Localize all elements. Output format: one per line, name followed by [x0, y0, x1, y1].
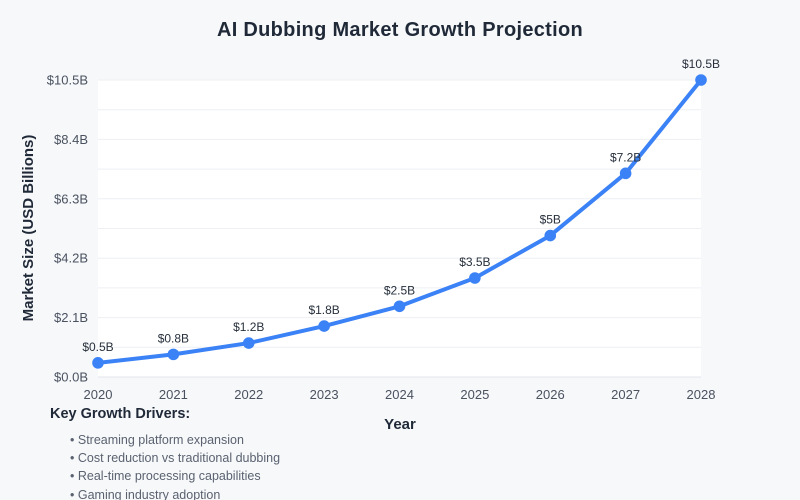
data-point: [318, 320, 330, 332]
x-tick-label: 2026: [536, 387, 565, 402]
data-point: [469, 272, 481, 284]
y-axis-title: Market Size (USD Billions): [20, 135, 37, 322]
y-tick-label: $6.3B: [54, 191, 88, 206]
data-point-label: $10.5B: [682, 57, 720, 71]
x-tick-label: 2023: [310, 387, 339, 402]
x-tick-label: 2027: [611, 387, 640, 402]
data-point: [619, 167, 632, 180]
x-axis-tick-labels: 2020 2021 2022 2023 2024 2025 2026 2027 2028: [84, 387, 716, 402]
y-tick-label: $2.1B: [54, 310, 88, 325]
data-point-label: $1.8B: [308, 303, 339, 317]
growth-driver-item: Streaming platform expansion: [70, 431, 470, 449]
data-point: [167, 348, 180, 361]
data-point-label: $2.5B: [384, 283, 415, 297]
y-tick-label: $4.2B: [54, 251, 88, 266]
market-size-series: [92, 74, 707, 369]
data-point-label: $7.2B: [610, 150, 641, 164]
data-point-labels: $0.5B $0.8B $1.2B $1.8B $2.5B $3.5B $5B $7.2B $1…: [82, 57, 720, 354]
data-point-label: $1.2B: [233, 320, 264, 334]
x-tick-label: 2021: [159, 387, 188, 402]
y-axis-tick-labels: $0.0B $2.1B $4.2B $6.3B $8.4B $10.5B: [47, 73, 88, 385]
chart-title: AI Dubbing Market Growth Projection: [216, 19, 584, 41]
x-tick-label: 2024: [385, 387, 414, 402]
x-axis-title: Year: [384, 416, 416, 433]
y-tick-label: $0.0B: [54, 370, 88, 385]
x-tick-label: 2020: [84, 387, 113, 402]
data-point: [544, 229, 557, 242]
growth-driver-item: Gaming industry adoption: [70, 486, 470, 500]
y-tick-label: $10.5B: [47, 73, 88, 88]
growth-drivers-heading: Key Growth Drivers:: [50, 406, 191, 422]
data-point: [92, 357, 104, 369]
x-tick-label: 2025: [460, 387, 489, 402]
x-tick-label: 2028: [687, 387, 716, 402]
x-tick-label: 2022: [234, 387, 263, 402]
growth-driver-item: Cost reduction vs traditional dubbing: [70, 449, 470, 467]
growth-drivers-section: Key Growth Drivers: Streaming platform e…: [50, 406, 470, 500]
data-point-label: $0.5B: [82, 340, 113, 354]
data-point: [695, 74, 707, 86]
data-point: [242, 337, 255, 349]
growth-driver-item: Real-time processing capabilities: [70, 467, 470, 485]
data-point-label: $5B: [540, 213, 561, 227]
growth-drivers-list: Streaming platform expansionCost reducti…: [70, 431, 470, 500]
y-tick-label: $8.4B: [54, 132, 88, 147]
data-point-label: $0.8B: [158, 331, 189, 345]
data-point: [393, 300, 406, 313]
gridlines: [98, 79, 701, 378]
data-point-label: $3.5B: [459, 255, 490, 269]
